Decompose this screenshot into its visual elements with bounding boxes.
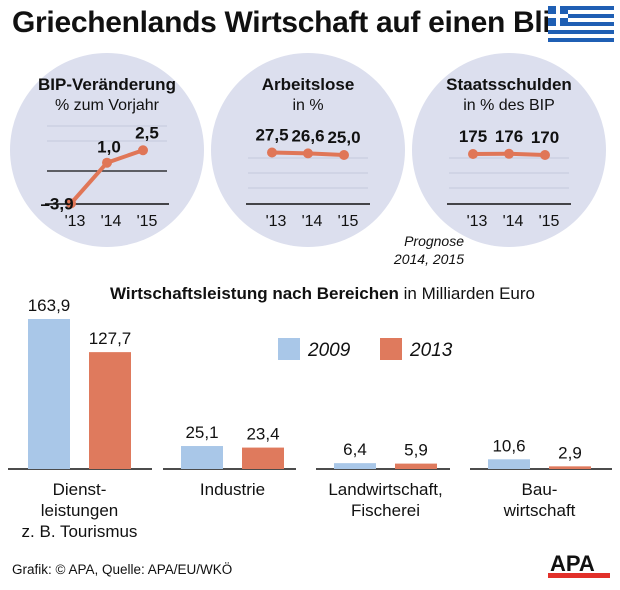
chart2-subtitle: in % <box>292 97 323 114</box>
prognose-line-1: Prognose <box>404 233 464 249</box>
category-label: wirtschaft <box>503 501 576 520</box>
chart3-tick-label: '14 <box>503 213 524 230</box>
bar-value-label: 127,7 <box>89 329 132 348</box>
chart1-data-label: –3,9 <box>40 194 73 213</box>
legend-label: 2009 <box>307 340 351 361</box>
category-label: Landwirtschaft, <box>328 480 442 499</box>
page-title: Griechenlands Wirtschaft auf einen Blick <box>12 6 584 39</box>
apa-logo: APA <box>548 551 610 578</box>
bar-2013 <box>549 466 591 469</box>
chart3-data-label: 176 <box>495 127 523 146</box>
chart1-tick-label: '14 <box>101 213 122 230</box>
chart1-point <box>138 145 148 156</box>
bar-2009 <box>28 319 70 469</box>
bar-value-label: 25,1 <box>185 423 218 442</box>
chart1-title: BIP-Veränderung <box>38 75 176 94</box>
prognose-line-2: 2014, 2015 <box>393 251 464 267</box>
bar-2009 <box>181 446 223 469</box>
chart3-tick-label: '13 <box>467 213 488 230</box>
bar-chart-title-main: Wirtschaftsleistung nach Bereichen <box>110 284 399 303</box>
category-label: leistungen <box>41 501 119 520</box>
category-label: Industrie <box>200 480 265 499</box>
apa-logo-text: APA <box>550 551 595 576</box>
bar-2013 <box>89 352 131 469</box>
chart3-point <box>468 149 478 159</box>
chart1-data-label: 1,0 <box>97 138 121 157</box>
chart2-point <box>267 147 277 158</box>
bar-chart-title: Wirtschaftsleistung nach Bereichen in Mi… <box>110 284 535 304</box>
chart2-tick-label: '13 <box>266 213 287 230</box>
bar-value-label: 6,4 <box>343 440 367 459</box>
chart3-subtitle: in % des BIP <box>463 97 555 114</box>
chart1-tick-label: '13 <box>65 213 86 230</box>
chart3-data-label: 175 <box>459 127 487 146</box>
chart2-point <box>303 148 313 159</box>
bar-value-label: 2,9 <box>558 443 582 462</box>
bar-value-label: 5,9 <box>404 441 428 460</box>
chart2-data-label: 26,6 <box>291 126 324 145</box>
category-label: Fischerei <box>351 501 420 520</box>
legend-swatch-2013 <box>380 338 402 360</box>
bar-value-label: 10,6 <box>492 436 525 455</box>
chart2-data-label: 25,0 <box>327 128 360 147</box>
chart1-data-label: 2,5 <box>135 123 159 142</box>
chart1-circle-bg <box>10 53 204 247</box>
category-label: z. B. Tourismus <box>22 522 138 541</box>
footer-credit: Grafik: © APA, Quelle: APA/EU/WKÖ <box>12 562 233 577</box>
chart3-point <box>504 148 514 159</box>
chart1-point <box>66 198 76 209</box>
bar-chart-title-unit: in Milliarden Euro <box>403 284 535 303</box>
chart2-title: Arbeitslose <box>262 75 355 94</box>
chart3-data-label: 170 <box>531 128 559 147</box>
chart1-subtitle: % zum Vorjahr <box>55 97 160 114</box>
chart2-point <box>339 150 349 160</box>
chart1-point <box>102 157 112 168</box>
category-label: Dienst- <box>53 480 107 499</box>
chart2-tick-label: '15 <box>338 213 359 230</box>
bar-2013 <box>242 447 284 469</box>
legend-label: 2013 <box>409 340 453 361</box>
bar-2013 <box>395 463 437 469</box>
chart2-tick-label: '14 <box>302 213 323 230</box>
bar-value-label: 23,4 <box>246 425 279 444</box>
chart3-point <box>540 150 550 160</box>
legend-swatch-2009 <box>278 338 300 360</box>
bar-2009 <box>334 463 376 469</box>
bar-value-label: 163,9 <box>28 296 71 315</box>
bar-2009 <box>488 459 530 469</box>
chart2-data-label: 27,5 <box>255 126 288 145</box>
greece-flag-icon <box>548 6 614 42</box>
category-label: Bau- <box>522 480 558 499</box>
chart3-tick-label: '15 <box>539 213 560 230</box>
chart3-title: Staatsschulden <box>446 75 572 94</box>
prognose-note: Prognose 2014, 2015 <box>344 232 464 268</box>
chart1-tick-label: '15 <box>137 213 158 230</box>
